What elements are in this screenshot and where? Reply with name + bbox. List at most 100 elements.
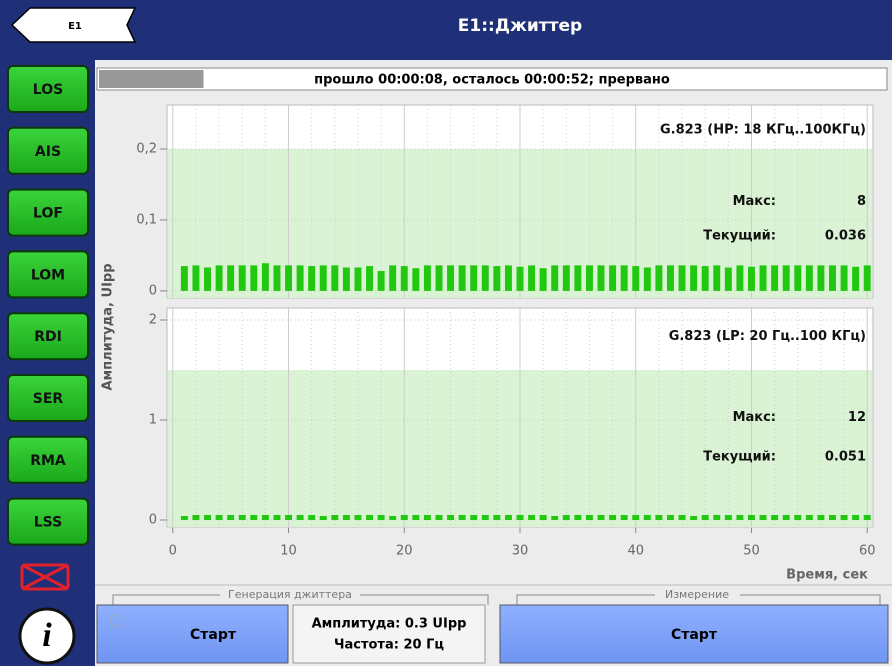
bar — [609, 265, 617, 291]
back-button[interactable] — [10, 7, 137, 43]
bar — [528, 515, 536, 520]
bar — [308, 266, 316, 291]
bar — [863, 515, 871, 520]
bar — [481, 265, 489, 291]
bar — [238, 265, 246, 291]
bar — [759, 265, 767, 291]
max-value: 12 — [848, 410, 866, 425]
bar — [204, 267, 211, 291]
current-label: Текущий: — [703, 229, 776, 244]
bar — [423, 515, 431, 520]
bar — [562, 515, 570, 520]
alarm-button[interactable] — [7, 374, 89, 422]
y-axis-label: Амплитуда, UIpp — [101, 263, 116, 390]
bar — [782, 515, 790, 520]
alarm-button[interactable] — [7, 497, 89, 546]
fieldset-legend: Измерение — [665, 588, 729, 601]
y-tick-label: 0 — [149, 513, 157, 528]
fieldset-legend: Генерация джиттера — [228, 588, 352, 601]
bar — [377, 271, 385, 291]
bar — [389, 516, 397, 520]
title: E1::Джиттер — [458, 16, 582, 36]
bar — [678, 265, 686, 291]
alarm-button[interactable] — [7, 435, 89, 484]
bar — [574, 515, 582, 520]
alarm-button[interactable] — [7, 312, 89, 361]
current-value: 0.036 — [825, 229, 866, 244]
bar — [331, 515, 339, 520]
bar — [250, 515, 258, 520]
bar — [759, 515, 767, 520]
bar — [805, 265, 813, 291]
bar — [470, 515, 478, 520]
bar — [296, 265, 304, 291]
bar — [192, 265, 200, 291]
bar — [204, 515, 211, 520]
bar — [354, 267, 362, 291]
start-button[interactable] — [96, 604, 289, 664]
bar — [655, 265, 663, 291]
bar — [400, 266, 408, 291]
bar — [551, 265, 559, 291]
alarm-label: LSS — [34, 515, 62, 531]
bar — [366, 515, 374, 520]
bar — [192, 515, 200, 520]
bar — [215, 265, 223, 291]
bar — [643, 515, 651, 520]
bar — [574, 265, 582, 291]
progress-frame — [96, 67, 888, 91]
bar — [539, 515, 547, 520]
x-tick-label: 20 — [396, 544, 413, 559]
bar — [852, 266, 860, 291]
indicator — [109, 614, 123, 628]
bar — [794, 515, 802, 520]
start-button[interactable] — [499, 604, 889, 664]
alarm-label: SER — [33, 391, 64, 407]
max-label: Макс: — [733, 410, 776, 425]
bar — [504, 265, 512, 291]
bar — [840, 265, 848, 291]
bar — [273, 265, 281, 291]
alarm-button[interactable] — [7, 126, 89, 175]
standard-note: G.823 (LP: 20 Гц..100 КГц) — [669, 329, 866, 344]
settings-box[interactable] — [292, 604, 486, 664]
bar — [458, 515, 466, 520]
bar — [562, 265, 570, 291]
battery-icon — [20, 563, 70, 591]
bar — [771, 515, 779, 520]
info-button[interactable] — [18, 607, 76, 665]
x-tick-label: 40 — [627, 544, 644, 559]
max-value: 8 — [857, 194, 866, 209]
start-label: Старт — [671, 627, 718, 643]
y-tick-label: 0 — [149, 283, 157, 298]
bar — [342, 267, 350, 291]
bar — [829, 265, 836, 291]
bar — [748, 515, 755, 520]
bar — [516, 515, 524, 520]
bar — [366, 266, 374, 291]
alarm-label: LOF — [33, 206, 63, 222]
bar — [690, 265, 698, 291]
bar — [180, 266, 188, 291]
bar — [470, 265, 478, 291]
alarm-button[interactable] — [7, 250, 89, 299]
bar — [342, 515, 350, 520]
bar — [377, 515, 385, 520]
alarm-button[interactable] — [7, 188, 89, 237]
alarm-button[interactable] — [7, 65, 89, 113]
bar — [597, 265, 605, 291]
bar — [331, 265, 339, 291]
bar — [724, 515, 732, 520]
alarm-label: RMA — [30, 453, 66, 469]
bar — [713, 265, 721, 291]
frequency: Частота: 20 Гц — [334, 638, 444, 653]
bar — [551, 516, 559, 520]
bar — [227, 265, 235, 291]
bar — [285, 265, 292, 291]
start-label: Старт — [190, 627, 237, 643]
max-label: Макс: — [733, 194, 776, 209]
y-tick-label: 2 — [149, 313, 157, 328]
bar — [794, 265, 802, 291]
bar — [585, 265, 593, 291]
